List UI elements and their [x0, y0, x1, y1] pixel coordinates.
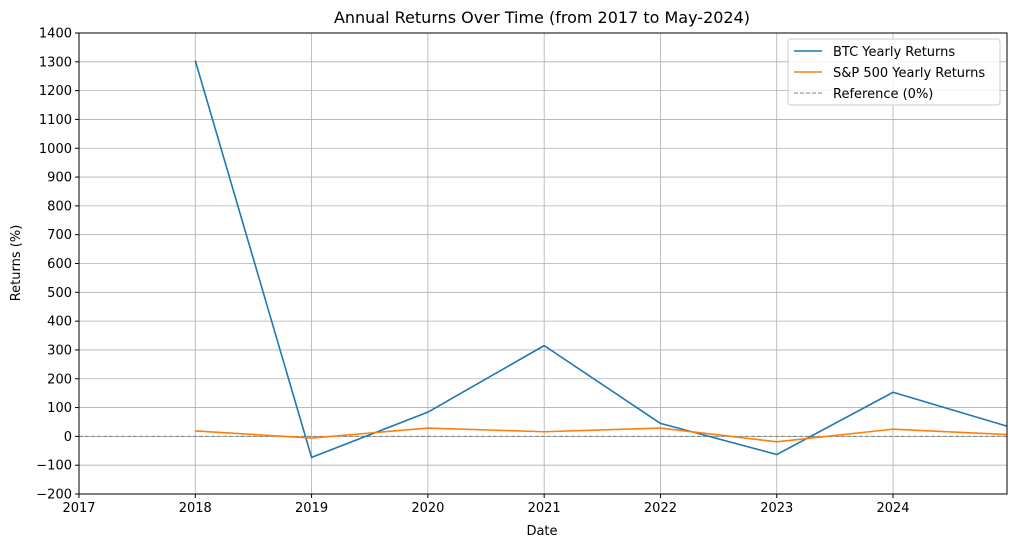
- y-tick-label: 1200: [39, 84, 72, 99]
- chart-title: Annual Returns Over Time (from 2017 to M…: [334, 8, 750, 27]
- y-tick-label: 300: [47, 343, 72, 358]
- series-line-1: [195, 427, 1007, 443]
- y-tick-label: 800: [47, 199, 72, 214]
- y-tick-label: 1400: [39, 27, 72, 42]
- y-tick-label: −200: [36, 488, 72, 503]
- y-tick-label: 1100: [39, 113, 72, 128]
- x-tick-label: 2019: [295, 501, 328, 516]
- y-axis-label: Returns (%): [9, 225, 24, 302]
- x-tick-label: 2020: [411, 501, 444, 516]
- x-axis-label: Date: [526, 524, 557, 539]
- y-tick-label: 600: [47, 257, 72, 272]
- series-layer: [194, 60, 1007, 459]
- legend-box: [787, 38, 1001, 106]
- y-tick-label: 1000: [39, 142, 72, 157]
- y-tick-label: 900: [47, 171, 72, 186]
- x-tick-label: 2023: [760, 501, 793, 516]
- y-tick-label: −100: [36, 459, 72, 474]
- x-axis-ticks: 2017 2018 2019 2020 2021 2022 2023 2024: [62, 494, 910, 516]
- legend-label-reference: Reference (0%): [833, 87, 933, 102]
- x-tick-label: 2022: [644, 501, 677, 516]
- x-tick-label: 2017: [62, 501, 95, 516]
- y-tick-label: 200: [47, 372, 72, 387]
- y-axis-ticks: −200 −100 0 100 200 300 400 500 600 700 800 900 1000…: [36, 27, 79, 503]
- x-tick-label: 2018: [179, 501, 212, 516]
- x-tick-label: 2021: [528, 501, 561, 516]
- x-tick-label: 2024: [876, 501, 909, 516]
- legend: BTC Yearly Returns S&P 500 Yearly Return…: [787, 38, 1001, 106]
- y-tick-label: 100: [47, 401, 72, 416]
- y-tick-label: 400: [47, 315, 72, 330]
- legend-label-sp500: S&P 500 Yearly Returns: [833, 66, 985, 81]
- y-tick-label: 1300: [39, 55, 72, 70]
- legend-label-btc: BTC Yearly Returns: [833, 45, 955, 60]
- y-tick-label: 700: [47, 228, 72, 243]
- series-line-0: [194, 60, 1007, 459]
- y-tick-label: 0: [64, 430, 72, 445]
- y-tick-label: 500: [47, 286, 72, 301]
